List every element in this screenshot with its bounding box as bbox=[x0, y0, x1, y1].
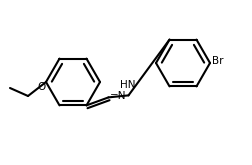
Text: O: O bbox=[37, 82, 45, 92]
Text: =N: =N bbox=[110, 91, 126, 101]
Text: Br: Br bbox=[212, 56, 224, 66]
Text: HN: HN bbox=[120, 80, 135, 90]
